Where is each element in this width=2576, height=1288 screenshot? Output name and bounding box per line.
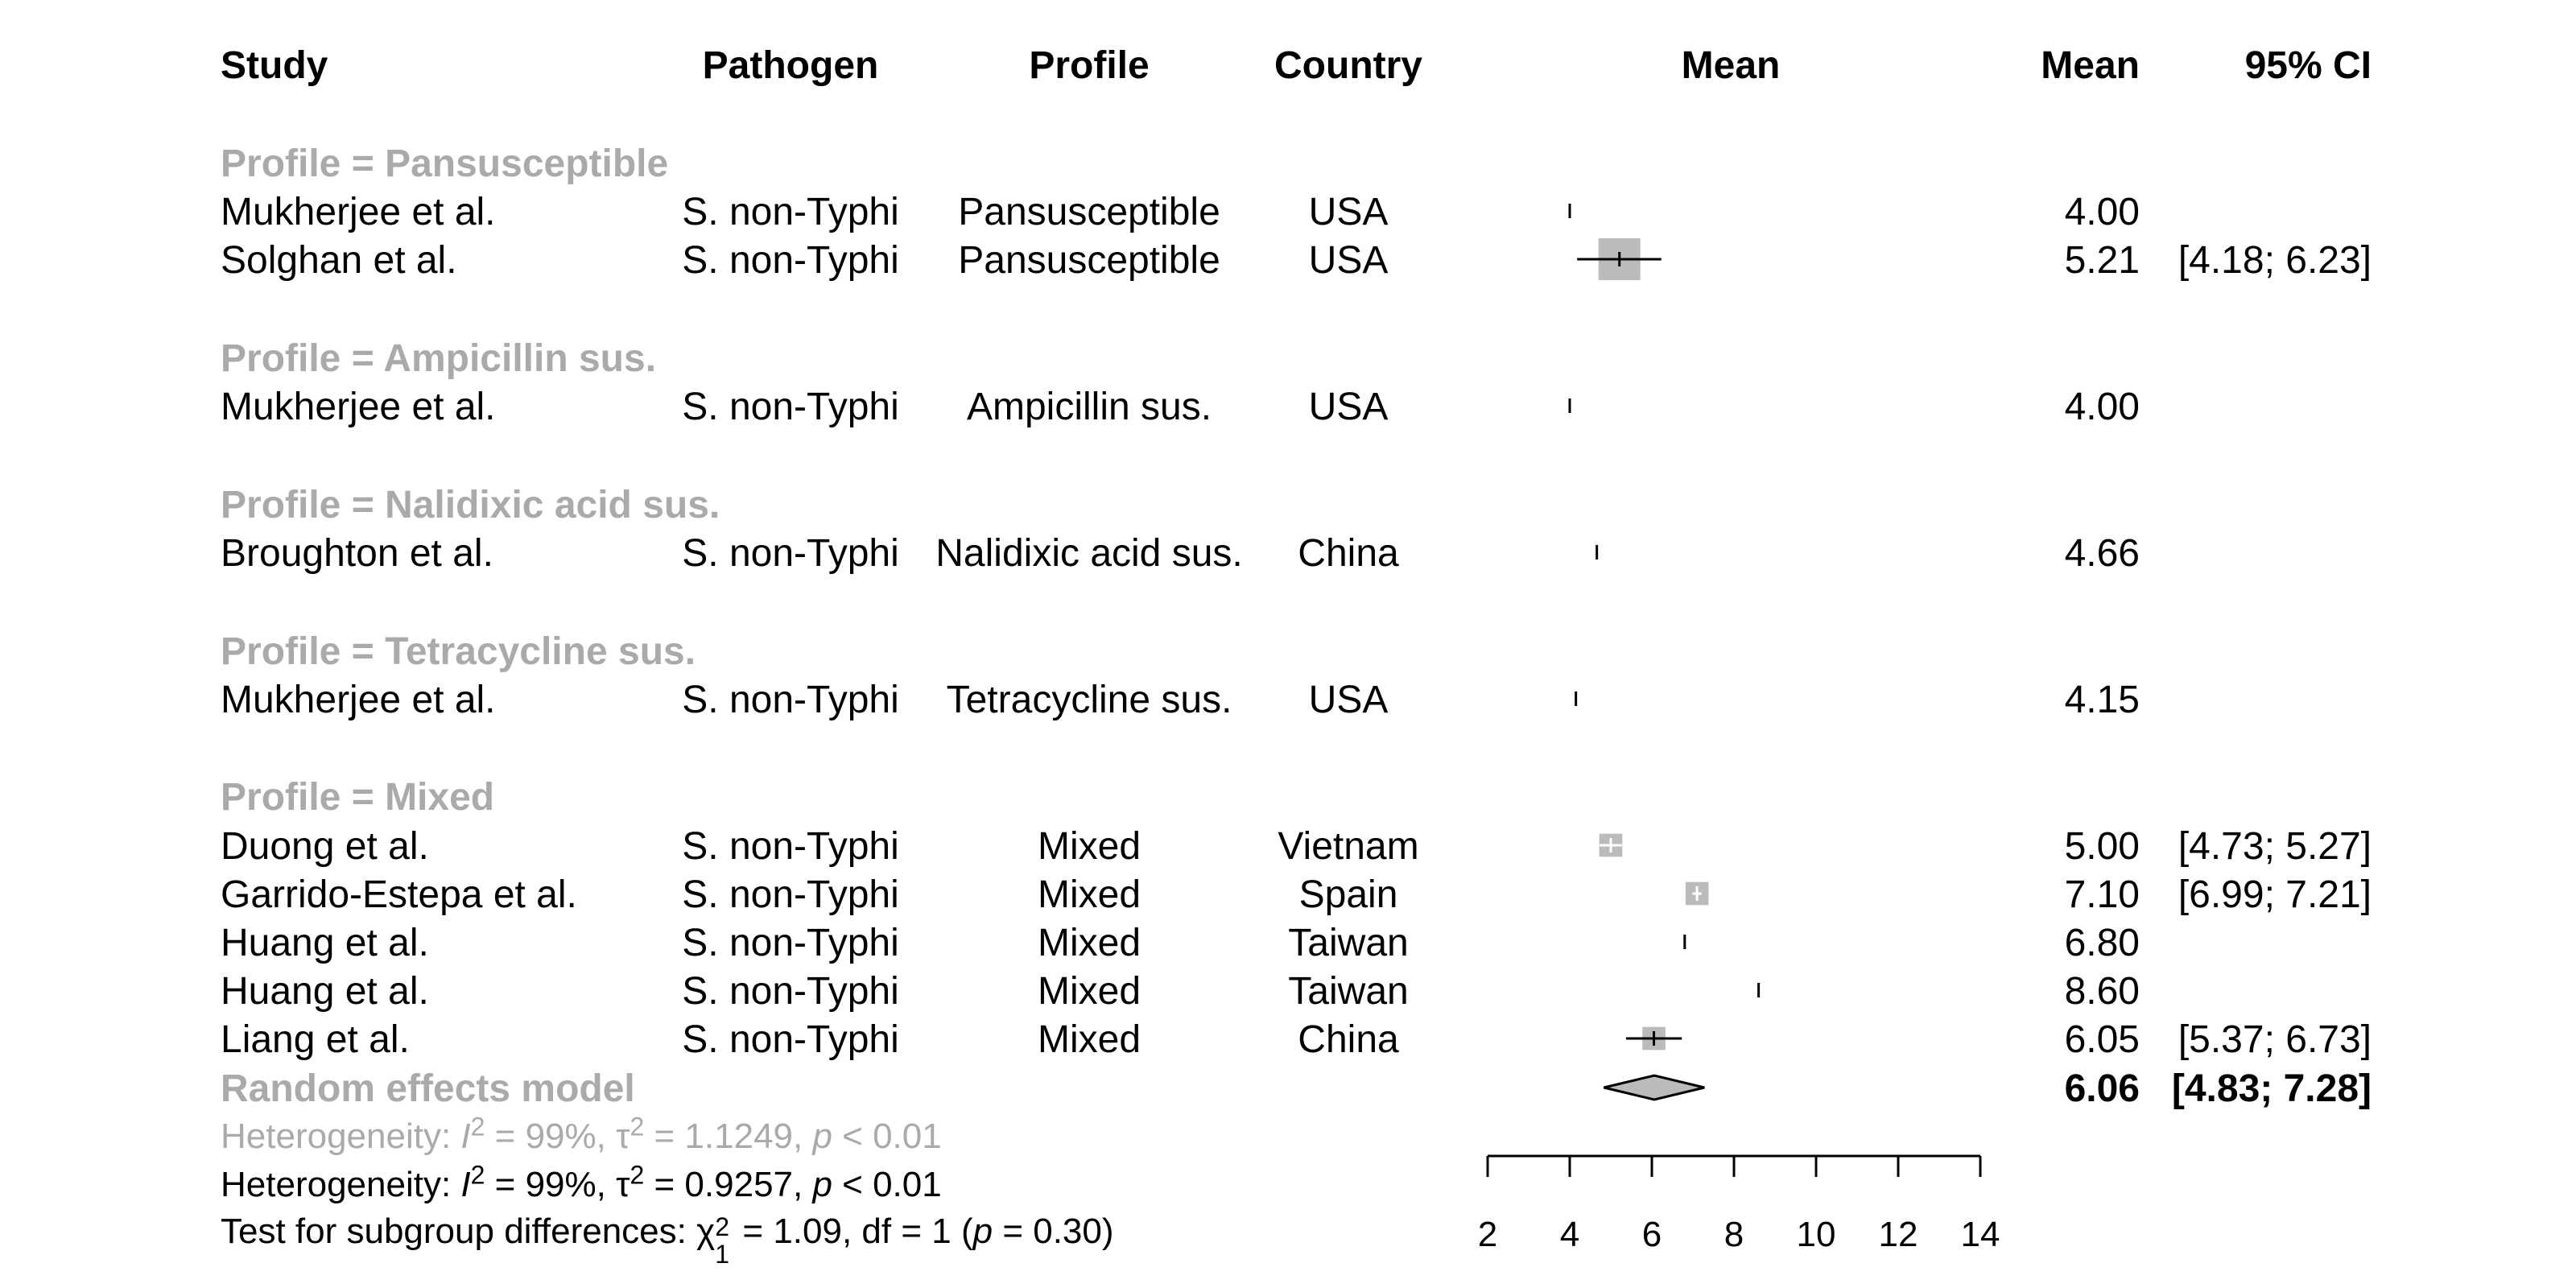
profile-cell: Mixed <box>1037 1018 1141 1061</box>
ci-cell: [4.73; 5.27] <box>2178 825 2372 868</box>
header-ci: 95% CI <box>2244 44 2372 87</box>
mean-cell: 6.05 <box>2064 1018 2140 1061</box>
country-cell: China <box>1298 1018 1399 1061</box>
subgroup-label: Profile = Nalidixic acid sus. <box>221 484 720 526</box>
heterogeneity-residual: Heterogeneity: I2 = 99%, τ2 = 0.9257, p … <box>221 1160 942 1204</box>
study-name: Huang et al. <box>221 970 429 1013</box>
random-effects-ci: [4.83; 7.28] <box>2171 1067 2372 1110</box>
subgroup-label: Profile = Pansusceptible <box>221 142 669 185</box>
pathogen-cell: S. non-Typhi <box>682 191 899 233</box>
header-mean-plot: Mean <box>1681 44 1781 87</box>
header-country: Country <box>1274 44 1422 87</box>
pathogen-cell: S. non-Typhi <box>682 1018 899 1061</box>
header-profile: Profile <box>1029 44 1150 87</box>
study-name: Mukherjee et al. <box>221 386 496 428</box>
mean-cell: 8.60 <box>2064 970 2140 1013</box>
study-name: Mukherjee et al. <box>221 191 496 233</box>
profile-cell: Ampicillin sus. <box>966 386 1212 428</box>
profile-cell: Pansusceptible <box>958 191 1220 233</box>
ci-cell: [6.99; 7.21] <box>2178 873 2372 916</box>
profile-cell: Mixed <box>1037 922 1141 964</box>
x-tick-label: 12 <box>1879 1215 1918 1254</box>
mean-cell: 4.15 <box>2064 679 2140 721</box>
mean-cell: 4.66 <box>2064 532 2140 575</box>
x-tick-label: 4 <box>1560 1215 1579 1254</box>
country-cell: Vietnam <box>1278 825 1419 868</box>
country-cell: USA <box>1308 239 1389 282</box>
subgroup-label: Profile = Mixed <box>221 776 495 819</box>
pathogen-cell: S. non-Typhi <box>682 970 899 1013</box>
pathogen-cell: S. non-Typhi <box>682 239 899 282</box>
x-tick-label: 2 <box>1478 1215 1497 1254</box>
profile-cell: Mixed <box>1037 873 1141 916</box>
mean-cell: 7.10 <box>2064 873 2140 916</box>
study-name: Mukherjee et al. <box>221 679 496 721</box>
pathogen-cell: S. non-Typhi <box>682 679 899 721</box>
pathogen-cell: S. non-Typhi <box>682 386 899 428</box>
profile-cell: Mixed <box>1037 825 1141 868</box>
mean-cell: 4.00 <box>2064 191 2140 233</box>
study-name: Solghan et al. <box>221 239 457 282</box>
country-cell: USA <box>1308 191 1389 233</box>
study-name: Garrido-Estepa et al. <box>221 873 577 916</box>
pooled-estimate-diamond <box>1603 1074 1705 1101</box>
profile-cell: Tetracycline sus. <box>946 679 1232 721</box>
x-tick-label: 10 <box>1797 1215 1836 1254</box>
heterogeneity-overall: Heterogeneity: I2 = 99%, τ2 = 1.1249, p … <box>221 1112 942 1156</box>
country-cell: USA <box>1308 679 1389 721</box>
random-effects-label: Random effects model <box>221 1067 635 1110</box>
country-cell: Taiwan <box>1288 922 1409 964</box>
country-cell: Spain <box>1298 873 1398 916</box>
pathogen-cell: S. non-Typhi <box>682 825 899 868</box>
header-mean: Mean <box>2041 44 2140 87</box>
profile-cell: Nalidixic acid sus. <box>935 532 1243 575</box>
header-pathogen: Pathogen <box>702 44 879 87</box>
pathogen-cell: S. non-Typhi <box>682 922 899 964</box>
random-effects-mean: 6.06 <box>2064 1067 2140 1110</box>
subgroup-label: Profile = Ampicillin sus. <box>221 337 657 380</box>
profile-cell: Pansusceptible <box>958 239 1220 282</box>
ci-cell: [5.37; 6.73] <box>2178 1018 2372 1061</box>
study-name: Huang et al. <box>221 922 429 964</box>
header-study: Study <box>221 44 328 87</box>
study-name: Duong et al. <box>221 825 429 868</box>
profile-cell: Mixed <box>1037 970 1141 1013</box>
mean-cell: 5.21 <box>2064 239 2140 282</box>
pathogen-cell: S. non-Typhi <box>682 532 899 575</box>
country-cell: Taiwan <box>1288 970 1409 1013</box>
x-tick-label: 6 <box>1642 1215 1662 1254</box>
mean-cell: 4.00 <box>2064 386 2140 428</box>
mean-cell: 5.00 <box>2064 825 2140 868</box>
x-tick-label: 8 <box>1724 1215 1744 1254</box>
country-cell: USA <box>1308 386 1389 428</box>
subgroup-label: Profile = Tetracycline sus. <box>221 630 696 673</box>
pathogen-cell: S. non-Typhi <box>682 873 899 916</box>
mean-cell: 6.80 <box>2064 922 2140 964</box>
ci-cell: [4.18; 6.23] <box>2178 239 2372 282</box>
study-name: Broughton et al. <box>221 532 493 575</box>
x-tick-label: 14 <box>1961 1215 2000 1254</box>
country-cell: China <box>1298 532 1399 575</box>
study-name: Liang et al. <box>221 1018 410 1061</box>
